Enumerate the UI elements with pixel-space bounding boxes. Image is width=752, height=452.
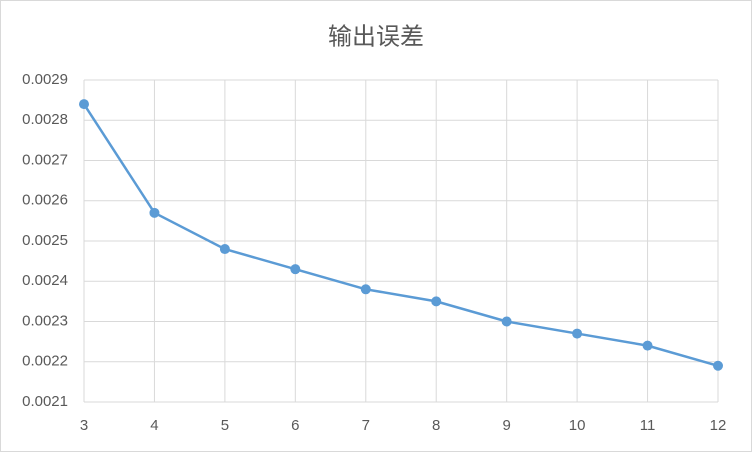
y-tick-label: 0.0025	[22, 232, 68, 249]
point	[642, 340, 653, 351]
x-tick-label: 9	[502, 417, 510, 434]
chart-title: 输出误差	[328, 23, 424, 50]
y-tick-label: 0.0024	[22, 272, 68, 289]
x-tick-label: 10	[569, 417, 586, 434]
x-tick-label: 12	[710, 417, 727, 434]
x-tick-label: 5	[221, 417, 229, 434]
y-tick-label: 0.0022	[22, 353, 68, 370]
point	[149, 207, 160, 218]
point	[572, 328, 583, 339]
y-tick-label: 0.0028	[22, 111, 68, 128]
line	[82, 103, 719, 367]
point	[79, 99, 89, 110]
point	[290, 264, 301, 275]
x-tick-label: 3	[80, 417, 88, 434]
y-tick-label: 0.0021	[22, 393, 68, 410]
x-tick-label: 6	[291, 417, 299, 434]
y-tick-label: 0.0029	[22, 71, 68, 88]
x-tick-label: 7	[362, 417, 370, 434]
point	[713, 360, 723, 371]
x-tick-label: 8	[432, 417, 440, 434]
y-tick-label: 0.0026	[22, 192, 68, 209]
x-tick-label: 11	[640, 417, 656, 434]
point	[219, 244, 230, 255]
point	[360, 284, 371, 295]
point	[431, 296, 442, 307]
y-tick-label: 0.0023	[22, 312, 68, 329]
point	[501, 316, 512, 327]
x-tick-label: 4	[150, 417, 158, 434]
y-tick-label: 0.0027	[22, 151, 68, 168]
